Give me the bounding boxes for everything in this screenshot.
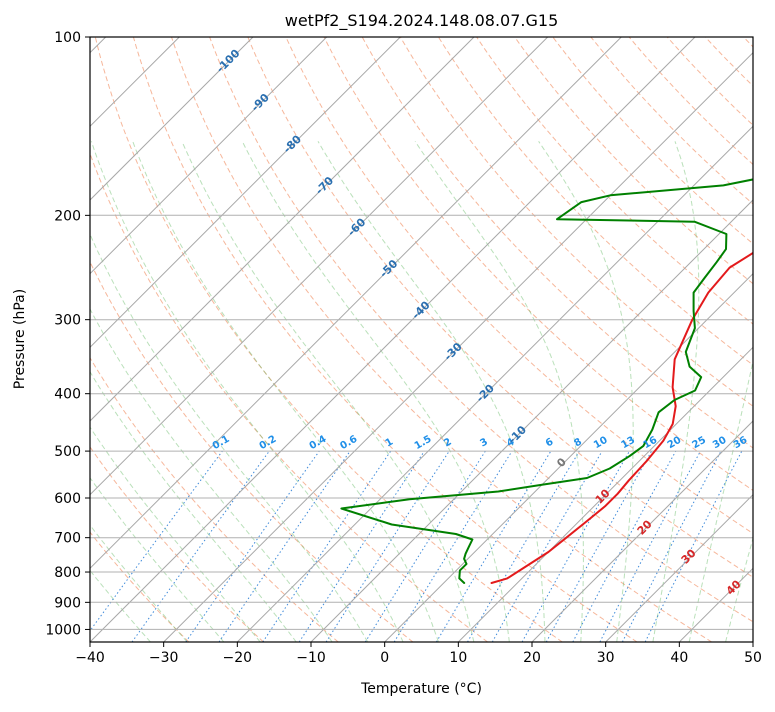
y-tick-label: 100 (54, 30, 81, 46)
x-tick-label: 20 (523, 650, 541, 666)
y-axis-label: Pressure (hPa) (12, 289, 28, 389)
x-tick-label: −40 (75, 650, 105, 666)
x-tick-label: −10 (296, 650, 326, 666)
y-tick-label: 1000 (45, 622, 81, 638)
y-tick-label: 500 (54, 444, 81, 460)
y-tick-label: 200 (54, 208, 81, 224)
y-tick-label: 400 (54, 387, 81, 403)
y-tick-label: 700 (54, 531, 81, 547)
x-axis-label: Temperature (°C) (360, 681, 482, 697)
x-tick-label: −30 (149, 650, 179, 666)
x-tick-label: 50 (744, 650, 762, 666)
y-tick-label: 900 (54, 595, 81, 611)
y-tick-label: 600 (54, 491, 81, 507)
x-tick-label: 0 (380, 650, 389, 666)
x-tick-label: 40 (670, 650, 688, 666)
y-tick-label: 300 (54, 313, 81, 329)
x-tick-label: 30 (597, 650, 615, 666)
y-tick-label: 800 (54, 565, 81, 581)
chart-title: wetPf2_S194.2024.148.08.07.G15 (285, 11, 559, 31)
x-tick-label: −20 (223, 650, 253, 666)
x-tick-label: 10 (449, 650, 467, 666)
